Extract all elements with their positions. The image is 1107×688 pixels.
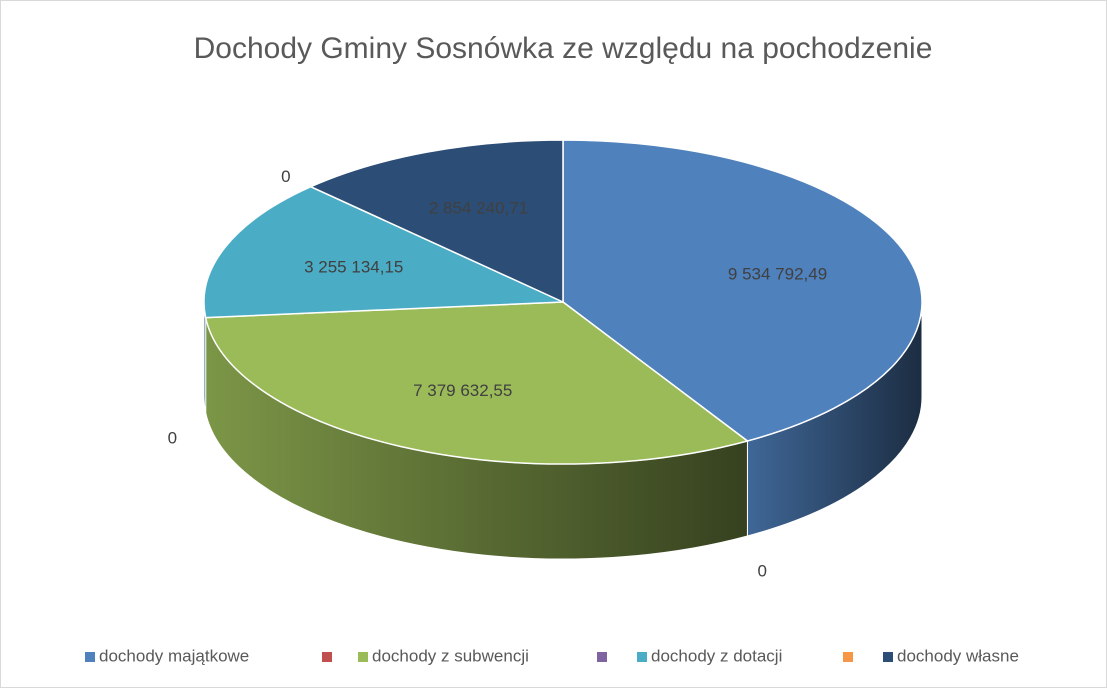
legend-swatch <box>843 652 853 662</box>
legend-swatch <box>597 652 607 662</box>
data-label: 0 <box>281 167 290 186</box>
data-label: 7 379 632,55 <box>413 381 512 400</box>
data-label: 3 255 134,15 <box>304 257 403 276</box>
slice <box>308 139 564 304</box>
data-label: 9 534 792,49 <box>728 265 827 284</box>
legend-label: dochody z dotacji <box>651 646 782 665</box>
legend-swatch <box>85 652 95 662</box>
data-label: 0 <box>168 428 177 447</box>
slice <box>203 185 564 319</box>
slice <box>204 301 750 465</box>
legend-label: dochody z subwencji <box>372 646 529 665</box>
legend-swatch <box>883 652 893 662</box>
chart-title: Dochody Gminy Sosnówka ze względu na poc… <box>194 32 933 65</box>
legend-swatch <box>322 652 332 662</box>
slice <box>562 139 923 442</box>
legend-label: dochody własne <box>897 646 1019 665</box>
data-label: 0 <box>757 562 766 581</box>
data-label: 2 854 240,71 <box>429 199 528 218</box>
legend-label: dochody majątkowe <box>99 646 249 665</box>
legend-swatch <box>637 652 647 662</box>
legend-swatch <box>358 652 368 662</box>
